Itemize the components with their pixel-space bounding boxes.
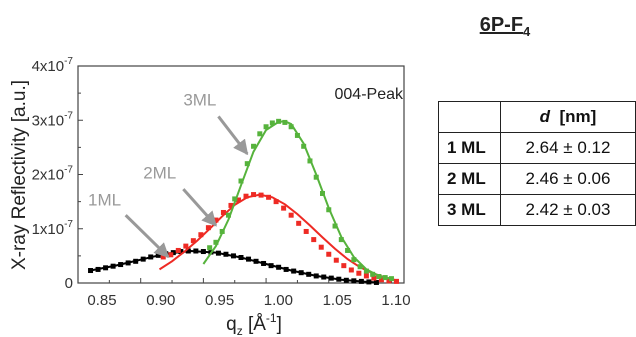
table-cell-value: 2.64 ± 0.12 (499, 132, 636, 164)
series-3ML (202, 118, 394, 282)
thickness-table: d [nm] 1 ML 2.64 ± 0.12 2 ML 2.46 ± 0.06… (438, 101, 636, 226)
data-point (341, 263, 347, 269)
data-point (318, 244, 324, 250)
x-axis-ticks: 0.85 0.90 0.95 1.00 1.05 1.10 (87, 292, 410, 309)
callout-label: 2ML (143, 163, 176, 182)
data-point (238, 178, 244, 184)
data-point (175, 247, 181, 253)
y-tick-label: 3x10-7 (32, 110, 74, 129)
table-cell-value: 2.42 ± 0.03 (499, 194, 636, 226)
table-header-cell: d [nm] (499, 101, 636, 133)
data-point (363, 273, 369, 279)
table-row-label: 1 ML (438, 132, 501, 164)
x-tick-label: 1.05 (323, 292, 352, 309)
y-tick-label: 4x10-7 (32, 56, 74, 75)
data-point (301, 143, 307, 149)
data-point (269, 120, 275, 126)
table-row: 1 ML 2.64 ± 0.12 (438, 132, 636, 164)
table-corner-cell (438, 101, 501, 133)
y-tick-label: 2x10-7 (32, 165, 74, 184)
x-tick-label: 1.00 (264, 292, 293, 309)
callout-arrow (182, 188, 218, 227)
peak-annotation: 004-Peak (335, 86, 404, 103)
y-tick-label: 0 (65, 275, 73, 292)
data-point (243, 193, 249, 199)
data-point (288, 124, 294, 130)
callout-arrow (217, 115, 249, 156)
y-tick-label: 1x10-7 (32, 219, 74, 238)
data-point (393, 278, 399, 284)
x-tick-label: 0.85 (87, 292, 116, 309)
data-point (386, 278, 392, 284)
data-point (332, 223, 338, 229)
table-row-label: 3 ML (438, 194, 501, 226)
data-point (232, 196, 238, 202)
x-tick-label: 0.95 (205, 292, 234, 309)
data-point (257, 131, 263, 137)
data-point (251, 192, 257, 198)
data-point (338, 237, 344, 243)
table-row: 2 ML 2.46 ± 0.06 (438, 163, 636, 195)
data-point (378, 277, 384, 283)
callout-label: 1ML (88, 190, 121, 209)
data-point (348, 267, 354, 273)
series-2ML (158, 192, 399, 284)
data-point (370, 271, 376, 277)
data-point (326, 251, 332, 257)
x-tick-label: 1.10 (381, 292, 410, 309)
y-axis-title: X-ray Reflectivity [a.u.] (9, 80, 30, 270)
data-point (205, 225, 211, 231)
data-point (220, 209, 226, 215)
data-point (213, 239, 219, 245)
data-point (244, 161, 250, 167)
data-point (225, 212, 231, 218)
fit-line (202, 120, 392, 280)
fit-line (90, 249, 379, 284)
data-point (296, 220, 302, 226)
data-point (251, 143, 257, 149)
data-point (303, 228, 309, 234)
y-axis-ticks: 0 1x10-7 2x10-7 3x10-7 4x10-7 (32, 56, 74, 292)
table-header-row: d [nm] (438, 101, 636, 133)
data-point (371, 275, 377, 281)
data-point (288, 212, 294, 218)
data-point (311, 237, 317, 243)
data-point (281, 205, 287, 211)
data-point (356, 270, 362, 276)
callout-arrow (124, 214, 170, 259)
series-1ML (88, 248, 379, 285)
x-axis-title: qz [Å-1] (226, 311, 282, 337)
figure-title: 6P-F4 (479, 14, 531, 39)
data-point (282, 119, 288, 125)
data-point (357, 264, 363, 270)
data-point (235, 197, 241, 203)
data-point (190, 238, 196, 244)
data-point (351, 257, 357, 263)
data-point (183, 243, 189, 249)
data-point (273, 199, 279, 205)
data-point (345, 247, 351, 253)
table-cell-value: 2.46 ± 0.06 (499, 163, 636, 195)
data-point (363, 268, 369, 274)
data-point (198, 232, 204, 238)
callout-label: 3ML (183, 91, 216, 110)
x-tick-label: 0.90 (146, 292, 175, 309)
data-point (207, 245, 213, 251)
data-point (333, 257, 339, 263)
table-row-label: 2 ML (438, 163, 501, 195)
data-point (228, 202, 234, 208)
table-row: 3 ML 2.42 ± 0.03 (438, 194, 636, 226)
data-point (263, 124, 269, 130)
data-point (168, 252, 174, 258)
